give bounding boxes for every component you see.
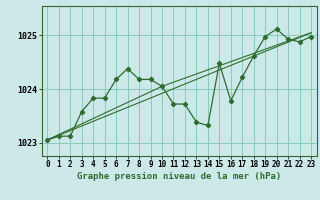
X-axis label: Graphe pression niveau de la mer (hPa): Graphe pression niveau de la mer (hPa) bbox=[77, 172, 281, 181]
